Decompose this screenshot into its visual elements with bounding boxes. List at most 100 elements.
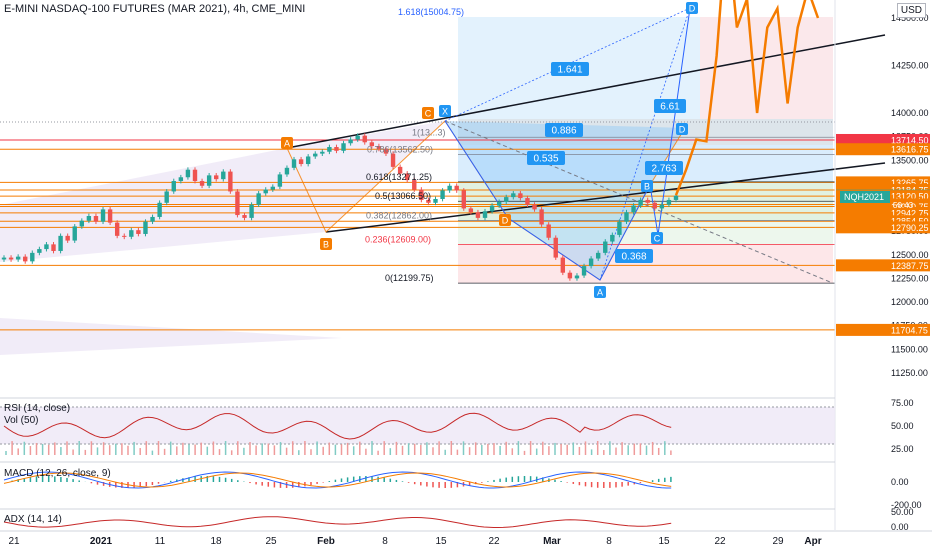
candle-body <box>221 171 226 180</box>
candle-body <box>291 159 297 168</box>
x-tick-label: Apr <box>804 536 821 547</box>
candle-body <box>150 216 155 222</box>
x-tick-label: 2021 <box>90 536 113 547</box>
candle-body <box>263 189 268 194</box>
candle-body <box>79 220 85 227</box>
shade-lower-purple <box>0 318 342 355</box>
candle-body <box>440 190 445 199</box>
y-tick-label: 13500.00 <box>891 155 929 165</box>
x-tick-label: 22 <box>488 536 500 547</box>
shade-harmonic-blue <box>445 121 685 280</box>
fib-label: 0.618(13271.25) <box>366 172 432 182</box>
candle-body <box>58 235 63 251</box>
rsi-band <box>0 407 835 444</box>
pattern-point-label: A <box>284 139 290 149</box>
candle-body <box>214 175 219 180</box>
ratio-label: 0.886 <box>551 126 576 137</box>
candle-body <box>206 175 212 186</box>
countdown-label: 50:43 <box>893 201 914 210</box>
candle-body <box>645 199 650 203</box>
candle-body <box>277 174 283 187</box>
rsi-line <box>3 412 672 440</box>
rsi-tick: 75.00 <box>891 398 914 408</box>
price-label: 13120.50 <box>891 192 929 202</box>
shade-green-light <box>458 221 833 244</box>
pattern-point-badge <box>686 2 698 14</box>
candle-body <box>235 191 240 216</box>
candle-body <box>192 169 198 182</box>
x-tick-label: 15 <box>658 536 670 547</box>
candle-body <box>164 191 169 203</box>
pattern-point-badge <box>651 232 663 244</box>
price-label-bg <box>836 143 930 156</box>
candle-body <box>65 235 70 241</box>
candle-body <box>447 185 452 191</box>
candle-body <box>638 199 643 206</box>
candle-body <box>30 252 35 262</box>
candle-body <box>390 153 396 167</box>
pattern-point-label: B <box>323 240 329 250</box>
candle-body <box>327 147 332 152</box>
upper-trendline <box>286 34 886 149</box>
x-tick-label: 22 <box>714 536 726 547</box>
candle-body <box>37 249 42 253</box>
pattern-point-label: A <box>597 288 603 298</box>
adx-tick: 0.00 <box>891 522 909 532</box>
fib-label: 0.5(13066.50) <box>375 191 431 201</box>
candle-body <box>51 244 56 251</box>
fib-label: 0.236(12609.00) <box>365 234 431 244</box>
price-label: 13616.75 <box>891 145 929 155</box>
candle-body <box>136 230 141 234</box>
x-tick-label: Feb <box>317 536 335 547</box>
candle-body <box>298 159 304 165</box>
candle-body <box>482 211 488 218</box>
candle-body <box>405 173 410 181</box>
xd-dotted-line <box>444 7 691 122</box>
candle-body <box>129 230 134 237</box>
macd-label: MACD (12, 26, close, 9) <box>4 468 111 479</box>
pattern-point-badge <box>281 137 293 149</box>
candle-body <box>171 181 176 192</box>
candle-body <box>249 204 254 218</box>
candle-body <box>284 167 290 175</box>
candle-body <box>23 256 28 262</box>
candle-body <box>546 224 551 238</box>
candle-body <box>553 237 558 258</box>
rsi-tick: 25.00 <box>891 444 914 454</box>
currency-badge[interactable]: USD <box>896 3 926 18</box>
fib-label: 0(12199.75) <box>385 273 434 283</box>
fib-label: 0.382(12862.00) <box>366 211 432 221</box>
candle-body <box>320 151 325 154</box>
price-label: 13265.75 <box>891 178 929 188</box>
ratio-badge <box>551 62 589 76</box>
candle-body <box>242 215 247 218</box>
price-label: 12790.25 <box>891 223 929 233</box>
candle-body <box>86 216 92 221</box>
macd-tick: -200.00 <box>891 500 922 510</box>
candle-body <box>93 216 99 222</box>
candle-body <box>631 205 636 213</box>
x-tick-label: 21 <box>8 536 20 547</box>
ratio-badge <box>654 99 686 113</box>
candle-body <box>624 212 629 222</box>
candle-body <box>178 177 184 182</box>
candle-body <box>355 135 360 140</box>
ratio-label: 0.368 <box>621 252 646 263</box>
ratio-label: 0.535 <box>533 154 558 165</box>
x-tick-label: 8 <box>382 536 388 547</box>
pattern-point-label: D <box>689 4 696 14</box>
lower-trendline <box>325 162 886 233</box>
candle-body <box>185 169 191 178</box>
candle-body <box>652 202 657 209</box>
candle-body <box>595 252 601 259</box>
candle-body <box>588 258 594 267</box>
chart-title: E-MINI NASDAQ-100 FUTURES (MAR 2021), 4h… <box>4 3 306 15</box>
shade-xabc-purple <box>0 148 326 262</box>
candle-body <box>305 156 311 165</box>
pattern-point-label: D <box>502 216 509 226</box>
candle-body <box>461 190 466 209</box>
pattern-point-label: B <box>644 182 650 192</box>
candle-body <box>518 193 523 199</box>
candle-body <box>362 135 367 143</box>
